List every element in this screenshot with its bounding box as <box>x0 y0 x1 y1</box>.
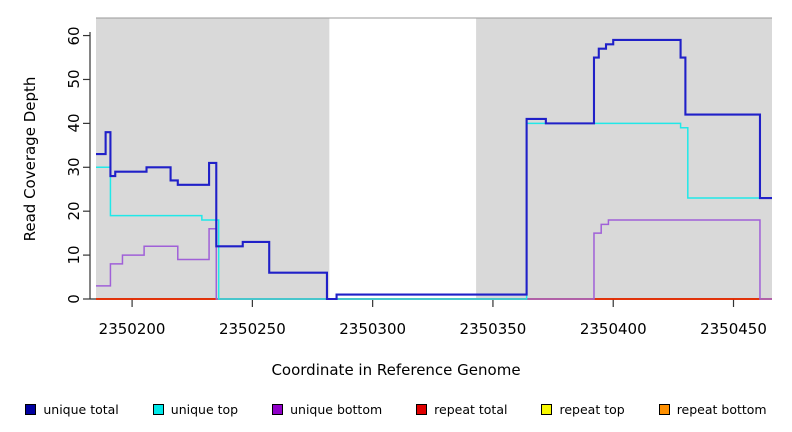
x-tick-label-5: 2350450 <box>700 320 767 338</box>
legend-swatch-icon <box>416 403 428 415</box>
legend-item-repeat-total[interactable]: repeat total <box>416 402 507 417</box>
shaded-region-0 <box>96 18 330 299</box>
legend-item-repeat-top[interactable]: repeat top <box>541 401 625 417</box>
chart-legend: unique total unique top unique bottom repea… <box>0 398 792 420</box>
y-tick-label-6: 60 <box>65 26 83 46</box>
shaded-region-1 <box>476 18 772 299</box>
x-tick-label-1: 2350250 <box>218 320 286 338</box>
x-tick-label-0: 2350200 <box>98 320 166 338</box>
y-tick-label-3: 30 <box>65 157 83 177</box>
legend-swatch-icon <box>658 403 670 415</box>
x-tick-label-2: 2350300 <box>339 320 407 338</box>
legend-label: repeat bottom <box>676 401 767 417</box>
y-tick-label-2: 20 <box>65 201 83 221</box>
legend-label: unique bottom <box>290 401 383 417</box>
legend-item-unique-top[interactable]: unique top <box>152 401 239 417</box>
legend-label: repeat top <box>559 401 625 417</box>
x-tick-label-4: 2350400 <box>579 320 647 338</box>
series-line-unique-bottom <box>96 219 772 300</box>
legend-item-unique-bottom[interactable]: unique bottom <box>272 402 382 417</box>
x-axis-title: Coordinate in Reference Genome <box>271 361 521 379</box>
series-line-unique-top <box>96 122 772 300</box>
legend-swatch-icon <box>272 403 284 415</box>
legend-label: unique top <box>170 401 239 417</box>
legend-item-repeat-bottom[interactable]: repeat bottom <box>658 401 767 417</box>
y-tick-label-0: 0 <box>65 294 83 304</box>
y-axis-title: Read Coverage Depth <box>21 76 39 242</box>
y-tick-label-5: 50 <box>65 69 83 90</box>
legend-label: unique total <box>43 401 119 417</box>
legend-swatch-icon <box>152 403 164 415</box>
legend-label: repeat total <box>434 401 508 417</box>
series-line-unique-total <box>96 38 772 301</box>
legend-item-unique-total[interactable]: unique total <box>25 401 119 417</box>
legend-swatch-icon <box>541 403 553 415</box>
legend-swatch-icon <box>25 403 37 415</box>
y-tick-label-1: 10 <box>65 245 83 265</box>
x-tick-label-3: 2350350 <box>459 320 527 338</box>
y-tick-label-4: 40 <box>65 113 83 133</box>
